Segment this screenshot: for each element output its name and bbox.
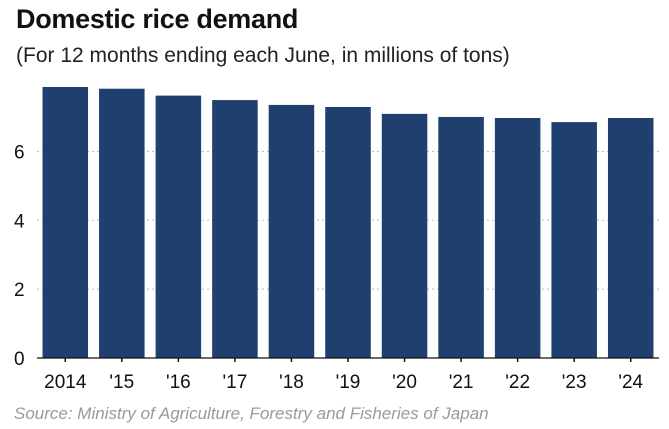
x-axis [37,357,659,362]
x-tick-label: '15 [109,372,134,393]
chart-title: Domestic rice demand [16,4,299,34]
x-tick-label: '19 [336,372,361,393]
bar [155,95,202,358]
bar [438,116,484,358]
bar [268,104,315,358]
bar [212,100,258,358]
bar [325,106,371,358]
chart-subtitle: (For 12 months ending each June, in mill… [16,44,510,67]
y-tick-label: 0 [14,349,25,370]
bars [42,87,654,359]
bar [99,88,145,358]
y-tick-label: 6 [14,142,25,163]
x-tick-label: '21 [449,372,474,393]
bar [494,117,541,358]
bar [551,122,597,358]
y-tick-label: 2 [14,280,25,301]
x-tick-label: '24 [618,372,643,393]
x-tick-label: '23 [562,372,587,393]
x-axis-tick-labels: 2014 '15 '16 '17 '18 '19 '20 '21 '22 '23 '24 [44,372,643,393]
x-tick-label: '22 [505,372,530,393]
x-tick-label: '16 [166,372,191,393]
y-axis-tick-labels: 0 2 4 6 [14,142,25,370]
source-note: Source: Ministry of Agriculture, Forestr… [14,404,489,423]
x-tick-label: '20 [392,372,417,393]
x-tick-label: '17 [223,372,248,393]
x-tick-label: 2014 [44,372,87,393]
bar [381,113,428,359]
y-tick-label: 4 [14,211,25,232]
x-tick-label: '18 [279,372,304,393]
bar [42,87,89,358]
bar [607,117,654,358]
